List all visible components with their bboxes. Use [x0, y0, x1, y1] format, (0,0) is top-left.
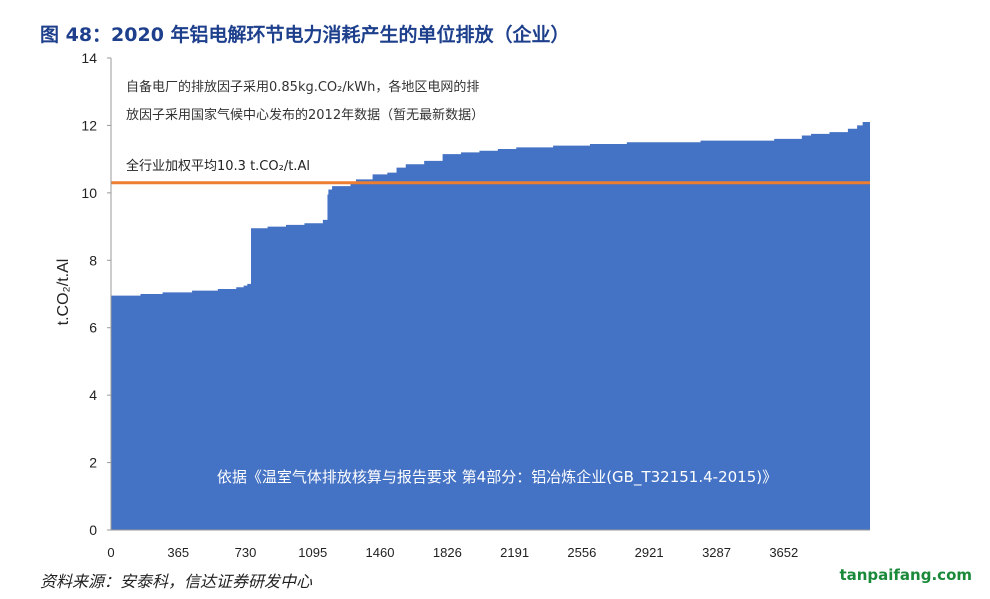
x-tick-label: 2921 — [635, 545, 664, 560]
series-area — [111, 120, 870, 530]
annotation-note-line-2: 放因子采用国家气候中心发布的2012年数据（暂无最新数据） — [126, 107, 484, 123]
y-tick-label: 10 — [81, 185, 97, 201]
x-axis: 0 365 730 1095 1460 1826 2191 2556 2921 3287 3652 — [107, 529, 870, 560]
x-tick-label: 1460 — [366, 545, 395, 560]
average-line-label: 全行业加权平均10.3 t.CO₂/t.Al — [126, 158, 310, 174]
y-axis: 0 2 4 6 8 10 12 14 — [81, 50, 112, 538]
emission-area-chart: 0 2 4 6 8 10 12 14 0 365 730 1095 1460 1826 2191 2556 2… — [55, 50, 870, 560]
y-tick-label: 6 — [89, 320, 97, 336]
annotation-note-line-1: 自备电厂的排放因子采用0.85kg.CO₂/kWh，各地区电网的排 — [126, 79, 479, 95]
x-tick-label: 2191 — [500, 545, 529, 560]
y-tick-label: 2 — [89, 455, 97, 471]
x-tick-label: 730 — [235, 545, 257, 560]
plot-area — [111, 120, 870, 530]
y-tick-label: 4 — [89, 387, 97, 403]
y-tick-label: 14 — [81, 50, 97, 66]
x-tick-label: 3287 — [702, 545, 731, 560]
y-tick-label: 12 — [81, 117, 97, 133]
x-tick-label: 3652 — [769, 545, 798, 560]
y-tick-label: 8 — [89, 252, 97, 268]
y-tick-label: 0 — [89, 522, 97, 538]
figure-title: 图 48：2020 年铝电解环节电力消耗产生的单位排放（企业） — [40, 24, 570, 46]
source-note: 资料来源：安泰科，信达证券研发中心 — [40, 572, 313, 591]
x-tick-label: 0 — [107, 545, 114, 560]
x-tick-label: 1826 — [433, 545, 462, 560]
watermark-site: tanpaifang.com — [839, 566, 972, 584]
annotation-standard-basis: 依据《温室气体排放核算与报告要求 第4部分：铝冶炼企业(GB_T32151.4-… — [217, 468, 777, 487]
x-tick-label: 2556 — [567, 545, 596, 560]
watermark: 知乎 @拾贰碳0310 — [812, 544, 972, 565]
x-tick-label: 1095 — [298, 545, 327, 560]
x-tick-label: 365 — [167, 545, 189, 560]
y-axis-label: t.CO₂/t.Al — [55, 259, 72, 326]
